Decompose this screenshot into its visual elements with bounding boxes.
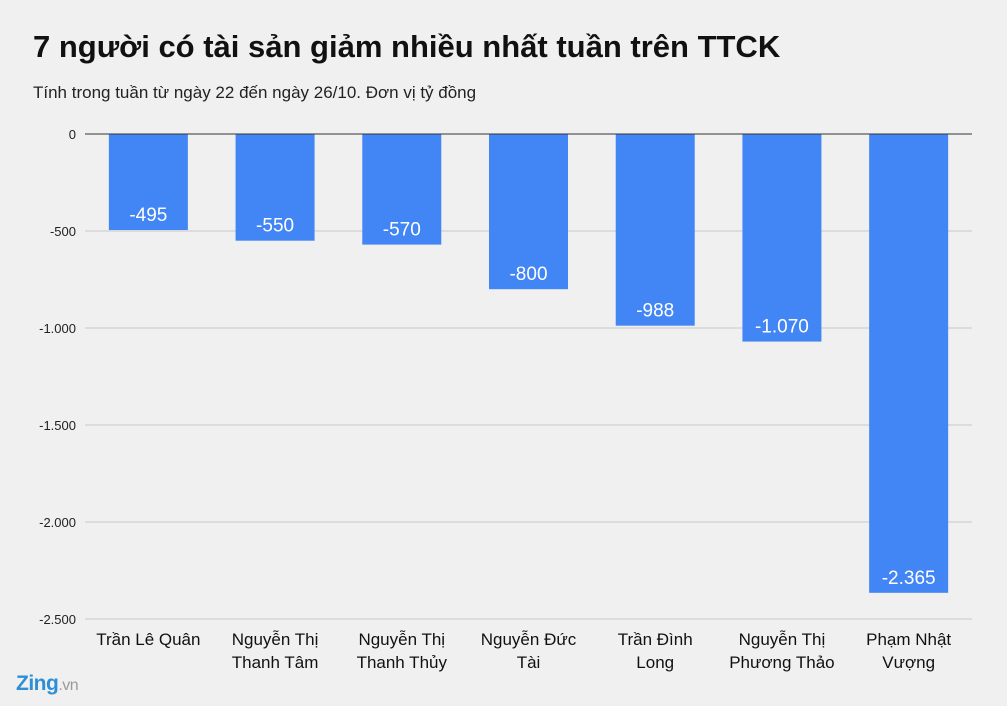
bar: [869, 134, 949, 593]
x-category-label: Nguyễn Thị: [232, 630, 319, 649]
x-category-label: Thanh Thủy: [357, 653, 448, 672]
x-category-label: Nguyễn Thị: [358, 630, 445, 649]
x-category-label: Trần Lê Quân: [96, 630, 200, 649]
y-tick-label: 0: [69, 127, 76, 142]
y-tick-label: -2.500: [39, 612, 76, 627]
bar-value-label: -800: [509, 264, 547, 285]
x-category-label: Tài: [517, 653, 541, 672]
bar: [742, 134, 822, 342]
y-tick-label: -2.000: [39, 515, 76, 530]
bar-value-label: -2.365: [882, 568, 936, 589]
bar-value-label: -570: [383, 220, 421, 241]
x-category-label: Nguyễn Đức: [481, 630, 577, 649]
bar-value-label: -988: [636, 301, 674, 322]
y-tick-label: -1.500: [39, 418, 76, 433]
logo-suffix-text: .vn: [58, 677, 79, 694]
x-category-label: Nguyễn Thị: [739, 630, 826, 649]
bar-value-label: -495: [129, 205, 167, 226]
bar: [489, 134, 568, 290]
x-category-label: Phạm Nhật: [866, 630, 951, 649]
chart-title: 7 người có tài sản giảm nhiều nhất tuần …: [33, 29, 781, 64]
x-category-label: Vượng: [882, 653, 935, 672]
bar: [362, 134, 442, 245]
bar-value-label: -550: [256, 216, 294, 237]
bar: [615, 134, 695, 326]
bar: [108, 134, 188, 231]
logo-main-text: Zing: [16, 672, 59, 695]
x-category-label: Phương Thảo: [729, 653, 834, 672]
bar-value-label: -1.070: [755, 317, 809, 338]
x-category-label: Thanh Tâm: [232, 653, 319, 672]
x-category-label: Long: [636, 653, 674, 672]
y-tick-label: -500: [50, 224, 76, 239]
zing-logo: Zing.vn: [16, 672, 79, 696]
bar: [235, 134, 315, 241]
x-category-label: Trần Đình: [618, 630, 693, 649]
y-tick-label: -1.000: [39, 321, 76, 336]
chart-subtitle: Tính trong tuần từ ngày 22 đến ngày 26/1…: [33, 83, 477, 102]
